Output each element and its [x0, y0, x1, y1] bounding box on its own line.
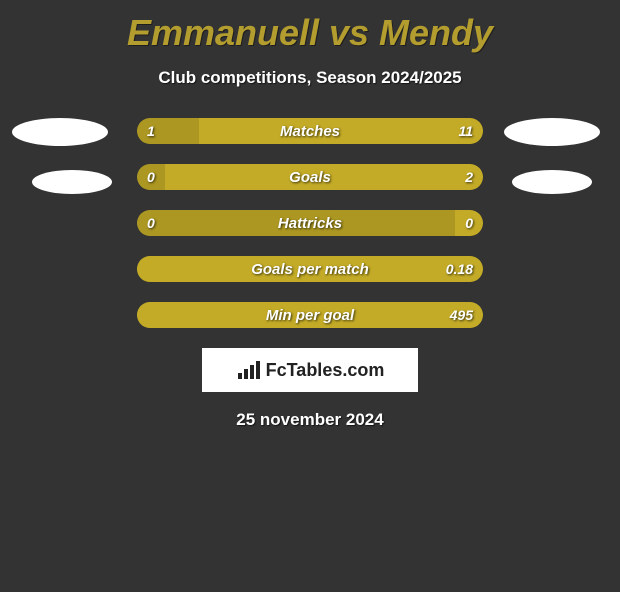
player-ellipse	[504, 118, 600, 146]
stat-label: Goals	[137, 164, 483, 190]
bars-container: 111Matches 02Goals 00Hattricks 0.18Goals pe…	[137, 118, 483, 328]
date-text: 25 november 2024	[0, 410, 620, 430]
player-ellipse	[12, 118, 108, 146]
stat-label: Hattricks	[137, 210, 483, 236]
stat-bar: 111Matches	[137, 118, 483, 144]
badge-text: FcTables.com	[266, 360, 385, 381]
bars-icon	[236, 359, 262, 381]
stat-label: Goals per match	[137, 256, 483, 282]
player-ellipse	[32, 170, 112, 194]
stat-bar: 02Goals	[137, 164, 483, 190]
subtitle: Club competitions, Season 2024/2025	[0, 68, 620, 88]
stat-label: Min per goal	[137, 302, 483, 328]
comparison-chart: 111Matches 02Goals 00Hattricks 0.18Goals pe…	[0, 118, 620, 328]
player-ellipse	[512, 170, 592, 194]
stat-label: Matches	[137, 118, 483, 144]
stat-bar: 495Min per goal	[137, 302, 483, 328]
stat-bar: 00Hattricks	[137, 210, 483, 236]
source-badge: FcTables.com	[202, 348, 418, 392]
stat-bar: 0.18Goals per match	[137, 256, 483, 282]
page-title: Emmanuell vs Mendy	[0, 12, 620, 54]
